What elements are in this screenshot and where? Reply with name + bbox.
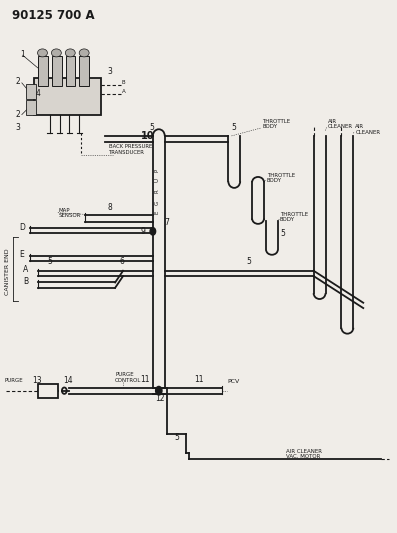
Text: 5: 5 bbox=[48, 257, 52, 266]
Text: 9: 9 bbox=[141, 227, 146, 236]
Text: 11: 11 bbox=[140, 375, 149, 384]
Bar bbox=[79, 55, 89, 86]
Text: AIR: AIR bbox=[355, 124, 364, 129]
Text: 6: 6 bbox=[119, 257, 124, 266]
Text: 3: 3 bbox=[107, 67, 112, 76]
Bar bbox=[26, 84, 36, 99]
Text: CONTROL: CONTROL bbox=[115, 378, 141, 383]
Text: CLEANER: CLEANER bbox=[328, 124, 353, 130]
Bar bbox=[34, 78, 101, 115]
Text: E: E bbox=[19, 251, 24, 260]
Ellipse shape bbox=[37, 49, 48, 57]
Text: THROTTLE: THROTTLE bbox=[267, 173, 295, 178]
Text: BACK PRESSURE: BACK PRESSURE bbox=[109, 143, 152, 149]
Ellipse shape bbox=[52, 49, 62, 57]
Text: 2: 2 bbox=[16, 110, 21, 119]
Text: 4: 4 bbox=[36, 89, 40, 98]
Text: THROTTLE: THROTTLE bbox=[262, 118, 290, 124]
Text: 5: 5 bbox=[149, 123, 154, 132]
Text: THROTTLE: THROTTLE bbox=[280, 212, 308, 217]
Text: VAC. MOTOR: VAC. MOTOR bbox=[286, 454, 320, 459]
Text: 13: 13 bbox=[33, 376, 42, 385]
Text: P: P bbox=[155, 168, 160, 172]
Text: BODY: BODY bbox=[262, 124, 277, 130]
Text: PURGE: PURGE bbox=[115, 372, 134, 377]
Text: 11: 11 bbox=[194, 375, 203, 384]
Text: G: G bbox=[155, 200, 160, 205]
Text: 3: 3 bbox=[16, 123, 21, 132]
Text: 5: 5 bbox=[231, 123, 236, 132]
Bar bbox=[52, 55, 62, 86]
Bar bbox=[66, 55, 75, 86]
Ellipse shape bbox=[65, 49, 75, 57]
Text: CANISTER END: CANISTER END bbox=[5, 248, 10, 295]
Text: PURGE: PURGE bbox=[5, 377, 23, 383]
Text: PCV: PCV bbox=[227, 378, 239, 384]
Text: R: R bbox=[155, 189, 160, 193]
Text: 8: 8 bbox=[107, 203, 112, 212]
Text: 5: 5 bbox=[246, 257, 251, 266]
Text: E: E bbox=[155, 211, 160, 214]
Text: 1: 1 bbox=[20, 50, 25, 59]
Circle shape bbox=[150, 228, 156, 235]
Text: 7: 7 bbox=[164, 219, 169, 228]
Text: AIR CLEANER: AIR CLEANER bbox=[286, 449, 322, 454]
Text: MAP: MAP bbox=[59, 207, 70, 213]
Text: B: B bbox=[23, 277, 28, 286]
Text: 14: 14 bbox=[63, 376, 72, 385]
Text: 12: 12 bbox=[155, 394, 164, 403]
Text: TRANSDUCER: TRANSDUCER bbox=[109, 150, 145, 155]
Ellipse shape bbox=[79, 49, 89, 57]
Text: AIR: AIR bbox=[328, 118, 337, 124]
Text: BODY: BODY bbox=[280, 217, 295, 222]
Bar bbox=[26, 100, 36, 115]
Text: 5: 5 bbox=[280, 229, 285, 238]
Circle shape bbox=[156, 386, 162, 395]
Text: CLEANER: CLEANER bbox=[355, 130, 380, 135]
Text: B: B bbox=[122, 79, 125, 85]
Text: A: A bbox=[122, 89, 125, 94]
Text: 10: 10 bbox=[141, 131, 154, 141]
Text: 2: 2 bbox=[16, 77, 21, 86]
Text: 5: 5 bbox=[174, 433, 179, 442]
Text: BODY: BODY bbox=[267, 178, 282, 183]
Bar bbox=[38, 55, 48, 86]
Text: A: A bbox=[23, 265, 28, 274]
Text: 90125 700 A: 90125 700 A bbox=[12, 9, 94, 22]
Text: U: U bbox=[155, 178, 160, 182]
Text: SENSOR: SENSOR bbox=[59, 213, 81, 219]
Text: D: D bbox=[19, 223, 25, 232]
Bar bbox=[38, 384, 58, 398]
